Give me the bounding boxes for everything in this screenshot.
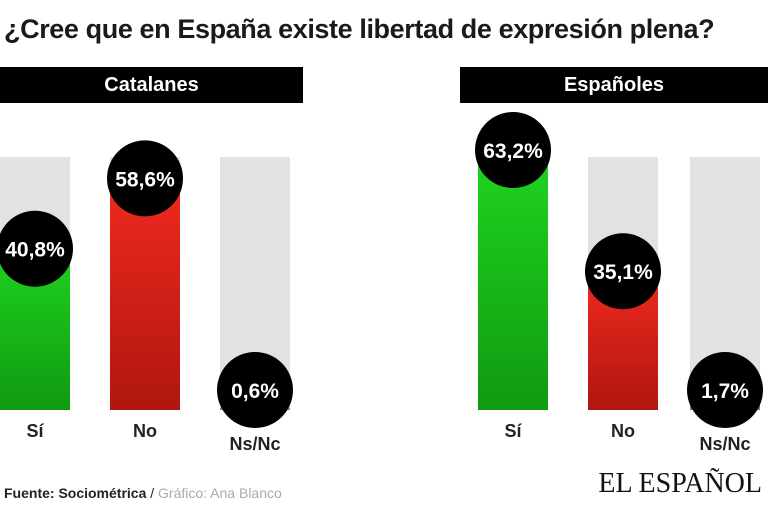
- value-bubble: [217, 352, 293, 428]
- category-label: Sí: [26, 421, 44, 441]
- data-label: 0,6%: [231, 380, 279, 403]
- category-label: No: [611, 421, 635, 441]
- data-label: 1,7%: [701, 380, 749, 403]
- chart-title: ¿Cree que en España existe libertad de e…: [4, 14, 715, 44]
- panel-header-espanoles: Españoles: [460, 67, 768, 103]
- value-bubble: [107, 140, 183, 217]
- data-label: 58,6%: [115, 168, 175, 191]
- separator: /: [146, 485, 159, 501]
- bar-No: [110, 178, 180, 410]
- panel-name: Catalanes: [104, 74, 199, 96]
- category-label: Sí: [504, 421, 522, 441]
- panel-header-catalanes: Catalanes: [0, 67, 303, 103]
- value-bubble: [585, 233, 661, 310]
- value-bubble: [0, 210, 73, 287]
- data-label: 35,1%: [593, 261, 653, 284]
- logo: EL ESPAÑOL: [598, 468, 762, 499]
- data-label: 40,8%: [5, 239, 65, 262]
- category-label: Ns/Nc: [229, 434, 280, 454]
- category-label: No: [133, 421, 157, 441]
- panel-name: Españoles: [563, 74, 665, 96]
- credit: Gráfico: Ana Blanco: [158, 485, 282, 501]
- source-label: Fuente: Sociométrica: [4, 485, 147, 501]
- data-label: 63,2%: [483, 140, 543, 163]
- category-label: Ns/Nc: [699, 434, 750, 454]
- value-bubble: [475, 112, 551, 188]
- bar-Sí: [478, 160, 548, 410]
- source-note: Fuente: Sociométrica / Gráfico: Ana Blan…: [4, 485, 282, 501]
- value-bubble: [687, 352, 763, 428]
